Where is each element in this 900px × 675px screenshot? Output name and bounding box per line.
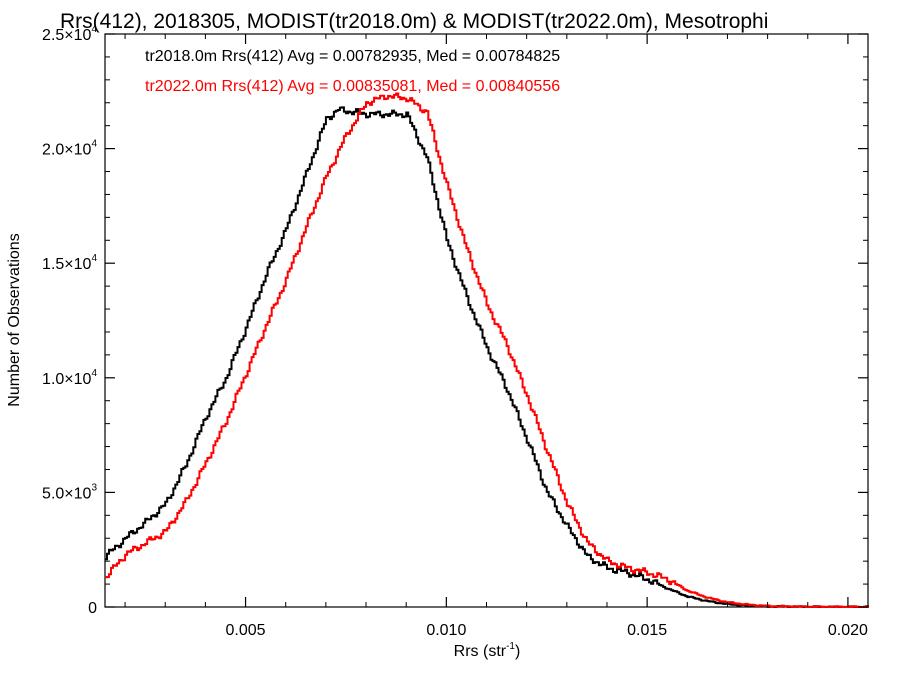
series-layer <box>105 92 869 608</box>
plot-frame <box>104 33 869 608</box>
legend-entry-tr2018: tr2018.0m Rrs(412) Avg = 0.00782935, Med… <box>145 48 560 65</box>
x-tick-label: 0.020 <box>828 622 868 639</box>
y-tick-label: 1.5×104 <box>42 253 97 273</box>
x-tick-label: 0.005 <box>226 622 266 639</box>
x-axis: 0.005 0.010 0.015 0.020 <box>124 34 868 639</box>
y-axis-label: Number of Observations <box>6 233 23 406</box>
legend-entry-tr2022: tr2022.0m Rrs(412) Avg = 0.00835081, Med… <box>145 78 560 95</box>
y-tick-label: 1.0×104 <box>42 368 97 388</box>
series-line-0 <box>105 106 869 608</box>
y-tick-label: 0 <box>88 600 97 617</box>
y-tick-label: 2.5×104 <box>42 24 97 44</box>
y-tick-label: 2.0×104 <box>42 139 97 159</box>
x-axis-label: Rrs (str-1) <box>454 641 521 660</box>
plot-area-border <box>104 33 869 608</box>
x-tick-label: 0.015 <box>627 622 667 639</box>
y-axis: 0 5.0×103 1.0×104 1.5×104 2.0×104 2.5×104 <box>42 24 868 617</box>
series-line-1 <box>105 92 869 608</box>
y-tick-label: 5.0×103 <box>42 482 97 502</box>
chart-title: Rrs(412), 2018305, MODIST(tr2018.0m) & M… <box>60 10 768 33</box>
x-tick-label: 0.010 <box>426 622 466 639</box>
